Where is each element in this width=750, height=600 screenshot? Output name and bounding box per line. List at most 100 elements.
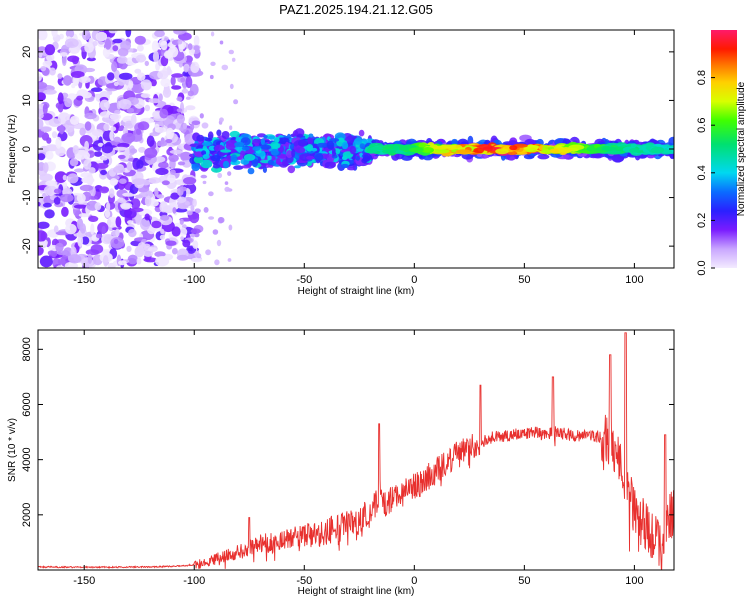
snr-x-ticks: -150 -100 -50 0 50 100: [73, 330, 644, 587]
spectrogram-cell: [209, 74, 214, 80]
spectrogram-cell: [135, 128, 142, 135]
x-tick-label: 0: [411, 274, 417, 286]
spectrogram-cell: [49, 67, 56, 76]
spectrogram-cell: [154, 30, 165, 38]
spectrogram-cell: [187, 90, 194, 97]
spectrogram-cell: [106, 201, 111, 212]
spectrogram-cell: [86, 57, 96, 62]
spectrogram-cell: [120, 203, 131, 210]
spectrogram-cell: [204, 138, 213, 142]
spectrogram-cell: [79, 135, 93, 147]
spectrogram-cell: [184, 55, 193, 64]
spectrogram-cell: [201, 150, 207, 156]
spectrogram-cell: [202, 180, 207, 185]
spectrogram-cell: [421, 147, 435, 154]
spectrogram-cell: [113, 136, 121, 143]
spectrogram-cell: [77, 234, 84, 247]
colorbar-tick-label: 0.0: [696, 260, 708, 275]
spectrogram-cell: [134, 68, 142, 74]
spectrogram-cell: [108, 30, 118, 34]
spectrogram-cell: [46, 137, 52, 144]
spectrogram-cell: [139, 218, 151, 231]
x-tick-label: -150: [73, 274, 95, 286]
spectrogram-cell: [81, 30, 91, 41]
spectrogram-cell: [118, 260, 127, 266]
spectrogram-cell: [65, 30, 75, 38]
y-tick-label: 0: [21, 146, 33, 152]
x-tick-label: 100: [625, 575, 643, 587]
spectrogram-cell: [91, 129, 104, 137]
spectrogram-cell: [130, 207, 144, 213]
spectrogram-cell: [38, 230, 48, 242]
spectrogram-cell: [154, 251, 166, 258]
spectrogram-cell: [252, 146, 261, 152]
spectrogram-cell: [144, 104, 151, 112]
snr-y-axis-label: SNR (10 * v/v): [7, 418, 18, 482]
spectrogram-cell: [286, 150, 293, 159]
spectrogram-cell: [200, 159, 213, 169]
spectrogram-cell: [154, 187, 159, 197]
spectrogram-cell: [103, 123, 110, 131]
y-tick-label: -10: [21, 190, 33, 206]
spectrogram-cell: [270, 148, 279, 156]
spectrogram-cell: [172, 247, 178, 255]
spectrogram-cell: [193, 45, 200, 51]
spectrogram-cell: [196, 134, 205, 142]
spectrogram-cell: [418, 142, 427, 149]
spectrogram-cell: [165, 139, 173, 144]
spectrogram-cell: [193, 156, 204, 164]
spectrogram-cell: [216, 239, 222, 247]
spectrogram-cell: [202, 154, 210, 160]
spectrogram-cell: [200, 174, 208, 179]
spectrogram-cell: [144, 60, 149, 67]
spectrogram-cell: [44, 209, 55, 219]
spectrogram-cell: [495, 148, 509, 155]
spectrogram-cell: [172, 207, 177, 214]
spectrogram-cell: [143, 257, 157, 263]
spectrogram-cell: [111, 61, 118, 73]
spectrogram-cell: [82, 172, 87, 178]
spectrogram-cell: [165, 127, 174, 140]
spectrogram-cell: [38, 202, 41, 207]
spectrogram-cell: [275, 157, 281, 165]
spectrogram-cell: [173, 30, 186, 35]
spectrogram-cell: [180, 151, 191, 161]
spectrogram-cell: [57, 73, 63, 79]
spectrogram-cell: [307, 136, 314, 145]
spectrogram-cell: [260, 138, 265, 146]
spectrogram-cell: [81, 177, 95, 184]
spectrogram-cell: [151, 220, 162, 229]
spectrogram-cell: [233, 165, 244, 170]
spectrogram-cell: [93, 150, 103, 157]
spectrogram-cell: [101, 156, 108, 161]
spectrogram-cell: [84, 42, 94, 53]
spectrogram-cell: [118, 178, 127, 184]
spectrogram-cell: [199, 113, 204, 119]
spectrogram-cell: [135, 54, 147, 63]
spectrogram-cell: [113, 81, 119, 87]
spectrogram-cell: [335, 148, 341, 155]
spectrogram-cell: [57, 92, 64, 105]
spectrogram-cell: [59, 124, 65, 135]
spectrogram-cell: [47, 250, 55, 256]
figure-title: PAZ1.2025.194.21.12.G05: [279, 2, 433, 17]
spectrogram-cell: [154, 127, 167, 133]
spectrogram-cell: [108, 188, 115, 199]
spectrogram-cell: [224, 181, 229, 186]
spectrogram-cell: [38, 81, 48, 90]
spectrogram-cell: [287, 165, 296, 174]
spectrogram-cell: [251, 158, 259, 168]
spectrogram-cell: [45, 180, 58, 187]
spectrogram-cell: [73, 204, 88, 209]
colorbar-ticks: 0.0 0.2 0.4 0.6 0.8: [696, 70, 715, 276]
spectrogram-cell: [79, 127, 86, 136]
spectrogram-cell: [53, 197, 61, 205]
spectrogram-cell: [62, 174, 67, 181]
spectrogram-cell: [81, 236, 90, 245]
spectrogram-cell: [84, 112, 97, 120]
spectrogram-cell: [118, 99, 132, 110]
spectrogram-cell: [132, 178, 145, 186]
spectrogram-cell: [71, 56, 79, 65]
spectrogram-cell: [60, 52, 68, 57]
spectrogram-cell: [88, 167, 96, 174]
